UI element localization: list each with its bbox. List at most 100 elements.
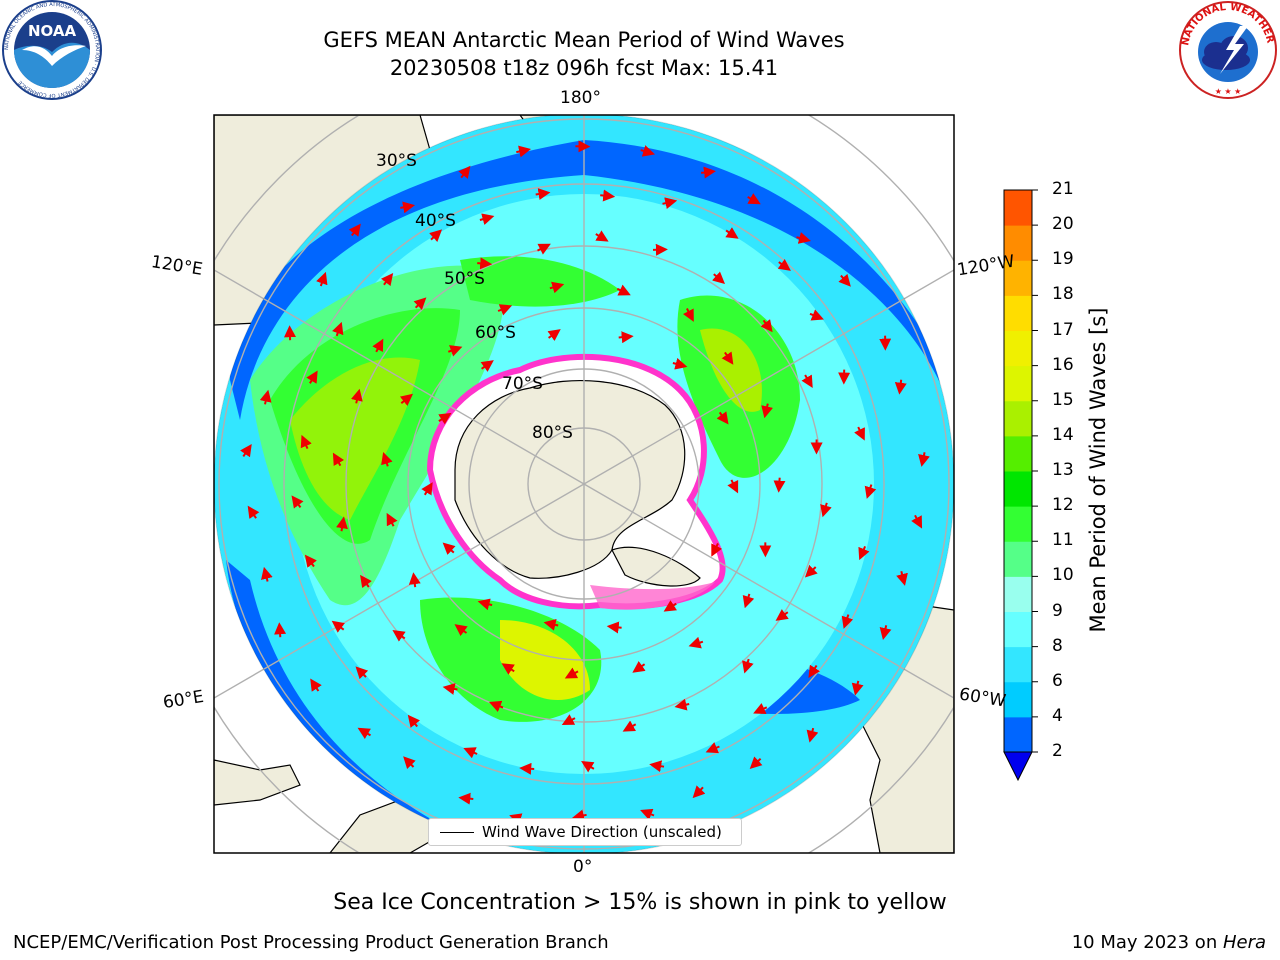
- wave-direction-arrow: [851, 680, 864, 696]
- colorbar-segment: [1004, 646, 1032, 683]
- wave-direction-arrow: [336, 516, 348, 532]
- nws-logo-icon: NATIONAL WEATHER SERVICE ★ ★ ★: [1178, 0, 1277, 99]
- wave-direction-arrow: [711, 542, 723, 557]
- colorbar-tick-label: 11: [1052, 530, 1074, 551]
- wave-direction-arrow: [516, 145, 532, 158]
- lat-label-60s: 60°S: [475, 323, 516, 343]
- colorbar-label: Mean Period of Wind Waves [s]: [1086, 307, 1110, 633]
- wave-direction-arrow: [682, 308, 694, 322]
- wave-direction-arrow: [809, 309, 824, 321]
- wave-direction-arrow: [399, 393, 414, 406]
- wave-direction-arrow: [616, 284, 631, 296]
- wave-direction-arrow: [864, 484, 877, 499]
- wave-direction-arrow: [705, 742, 720, 754]
- map-frame: [213, 114, 955, 854]
- wave-direction-arrow: [561, 714, 576, 726]
- colorbar-tick-label: 13: [1052, 460, 1074, 480]
- colorbar-segment: [1004, 365, 1032, 402]
- wave-direction-arrow: [547, 329, 561, 342]
- wave-direction-arrow: [480, 360, 494, 372]
- colorbar-segment: [1004, 541, 1032, 577]
- wave-direction-arrow: [421, 482, 433, 496]
- wave-direction-arrow: [381, 451, 393, 467]
- wave-direction-arrow: [501, 663, 515, 675]
- footer-date-text: 10 May 2023 on: [1071, 932, 1223, 953]
- wave-direction-arrow: [332, 321, 344, 337]
- wave-direction-arrow: [674, 698, 690, 711]
- wave-direction-arrow: [488, 700, 504, 713]
- wave-direction-arrow: [316, 271, 328, 287]
- colorbar-tick-label: 20: [1052, 214, 1074, 235]
- wave-direction-arrow: [332, 452, 345, 467]
- wave-direction-arrow: [806, 727, 819, 743]
- wave-direction-arrow: [447, 345, 463, 357]
- colorbar-under-extension: [1003, 751, 1033, 782]
- wave-direction-arrow: [716, 411, 729, 425]
- wave-direction-arrow: [259, 389, 272, 405]
- wave-direction-arrow: [458, 165, 471, 179]
- wave-direction-arrow: [858, 546, 870, 561]
- wave-direction-arrow: [918, 452, 930, 467]
- lon-label-bottom: 0°: [573, 857, 593, 877]
- wave-direction-arrow: [240, 443, 252, 458]
- wave-direction-arrow: [497, 304, 513, 316]
- wave-direction-arrow: [896, 571, 908, 586]
- wave-direction-arrow: [331, 620, 345, 633]
- wave-direction-arrow: [549, 281, 565, 294]
- wave-direction-arrow: [796, 232, 811, 244]
- chart-title: GEFS MEAN Antarctic Mean Period of Wind …: [323, 28, 845, 52]
- wave-direction-arrow: [761, 403, 773, 419]
- wave-direction-arrow: [700, 166, 716, 179]
- wave-direction-arrow: [438, 412, 452, 425]
- wave-direction-arrow: [808, 664, 820, 679]
- chart-subtitle: 20230508 t18z 096h fcst Max: 15.41: [389, 56, 779, 80]
- wave-direction-arrow: [381, 272, 394, 287]
- wave-direction-arrow: [692, 785, 706, 799]
- colorbar-segment: [1004, 471, 1032, 507]
- wave-direction-arrow: [894, 379, 907, 395]
- wave-direction-arrow: [355, 666, 369, 680]
- wave-direction-arrow: [753, 703, 768, 714]
- footer-date: 10 May 2023 on Hera: [1072, 932, 1266, 953]
- wave-direction-arrow: [632, 660, 646, 673]
- wave-direction-arrow: [537, 243, 551, 255]
- wave-direction-arrow: [304, 554, 317, 568]
- colorbar-segment: [1004, 716, 1032, 753]
- wave-direction-arrow: [838, 273, 851, 287]
- wave-direction-arrow: [429, 229, 443, 242]
- wave-direction-arrow: [712, 271, 726, 284]
- colorbar-tick-label: 12: [1052, 495, 1074, 516]
- wave-direction-arrow: [442, 542, 456, 556]
- wave-direction-arrow: [777, 258, 791, 271]
- wave-direction-arrow: [463, 747, 478, 759]
- lat-label-70s: 70°S: [502, 374, 543, 394]
- wave-direction-arrow: [721, 351, 734, 365]
- colorbar-tick-label: 19: [1052, 249, 1074, 270]
- wave-direction-arrow: [477, 598, 493, 611]
- wave-direction-arrow: [247, 505, 260, 519]
- wave-direction-arrow: [672, 357, 688, 370]
- wave-direction-arrow: [306, 370, 318, 384]
- colorbar-tick-label: 2: [1052, 741, 1063, 761]
- colorbar-segment: [1004, 506, 1032, 542]
- wave-direction-arrow: [261, 566, 273, 582]
- wave-direction-arrow: [773, 477, 786, 493]
- wave-direction-arrow: [640, 808, 655, 821]
- wave-direction-arrow: [357, 727, 372, 740]
- wave-direction-arrow: [600, 189, 616, 202]
- colorbar-tick-label: 18: [1052, 284, 1074, 305]
- wave-direction-arrow: [300, 434, 312, 449]
- colorbar-tick-label: 8: [1052, 635, 1063, 656]
- wave-direction-arrow: [543, 618, 559, 631]
- wave-direction-arrow: [408, 572, 421, 588]
- wave-direction-arrow: [820, 502, 832, 518]
- wave-direction-arrow: [477, 257, 493, 270]
- wave-direction-arrow: [386, 512, 398, 527]
- wave-direction-arrow: [760, 319, 773, 333]
- colorbar-tick-label: 9: [1052, 600, 1063, 621]
- wave-direction-arrow: [804, 564, 818, 578]
- wave-direction-arrow: [688, 636, 704, 649]
- colorbar-segment: [1004, 260, 1032, 296]
- colorbar-segment: [1004, 295, 1032, 331]
- wave-direction-arrow: [911, 514, 923, 529]
